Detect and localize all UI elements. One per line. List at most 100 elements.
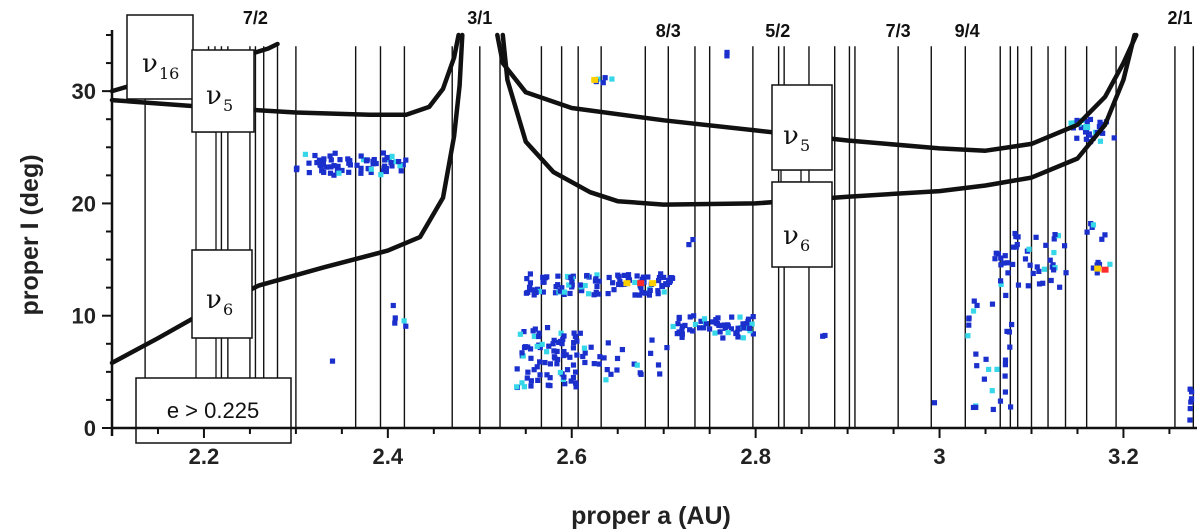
data-point [400,162,406,168]
data-point [544,274,550,280]
data-point [527,346,534,352]
data-point [403,157,409,163]
data-point [577,330,583,336]
data-point [572,380,579,386]
data-point [655,362,662,368]
data-point [594,283,600,290]
data-point [974,363,980,369]
data-point [1047,257,1053,263]
data-point [656,274,663,281]
data-point [1094,262,1100,268]
data-point [393,159,399,165]
data-point [324,164,330,170]
data-point [596,361,602,367]
data-point [320,159,327,165]
data-point [316,157,322,163]
data-point [536,288,542,295]
data-point [368,166,374,172]
data-point [574,352,580,358]
data-point [679,327,685,333]
data-point [738,325,744,331]
data-point [540,289,546,295]
data-point [401,318,407,324]
data-point [655,291,661,297]
data-point [561,374,567,380]
data-point [701,325,707,331]
data-point [1084,229,1090,235]
data-point [544,325,551,331]
data-point [687,327,693,333]
data-point [1002,362,1009,368]
data-point [724,53,730,59]
data-point [666,279,673,285]
data-point [561,289,568,295]
data-point [647,287,653,294]
data-point [577,282,583,288]
data-point [712,330,718,336]
box-subscript: 5 [800,136,810,155]
data-point [1010,244,1016,250]
data-point [321,169,327,175]
data-point [1187,405,1193,412]
data-point [1012,230,1018,237]
data-point [1052,232,1058,238]
data-point [551,348,557,354]
data-point [750,331,757,337]
x-tick-label: 3.2 [1108,444,1139,469]
data-point [993,250,999,256]
box-subscript: 6 [223,300,233,319]
data-point [544,349,550,355]
x-tick-label: 2.8 [740,444,771,469]
data-point [551,354,557,360]
y-tick-label: 20 [72,191,96,216]
data-point [571,340,577,346]
data-point [973,351,979,357]
data-point [659,283,665,289]
data-point [965,333,971,339]
data-point [554,356,561,363]
data-point [720,335,726,341]
data-point [388,159,394,166]
data-point [581,345,588,351]
data-point [648,350,654,356]
data-point [677,330,684,336]
data-point [336,170,342,176]
data-point [1084,119,1090,125]
data-point [533,289,539,296]
data-point [582,282,588,289]
data-point [392,320,398,326]
data-point [514,384,520,390]
data-point [585,291,592,297]
data-point [706,326,713,332]
data-point [522,344,528,350]
data-point [584,272,590,279]
data-point [594,272,600,278]
data-point [1030,270,1036,277]
data-point [645,274,651,280]
data-point [692,321,699,328]
data-point [358,153,364,159]
data-point [621,272,627,278]
data-point [690,328,696,334]
data-point [339,167,345,174]
data-point [737,314,743,320]
y-tick-label: 10 [72,304,96,329]
data-point [347,158,353,164]
data-point [373,160,379,167]
data-point [568,275,574,281]
y-axis-title: proper I (deg) [16,154,44,315]
data-point [1002,373,1008,379]
data-point [572,333,578,340]
data-point [331,163,337,169]
data-point [1007,344,1013,350]
data-point [1188,396,1195,402]
box-stem [195,131,217,251]
data-point [574,338,580,344]
data-point [1005,260,1011,266]
data-point [664,345,670,351]
data-point [1041,266,1048,272]
data-point [1187,417,1193,423]
box-label: ν [783,121,799,151]
data-point [606,274,612,281]
data-point [1048,277,1054,284]
